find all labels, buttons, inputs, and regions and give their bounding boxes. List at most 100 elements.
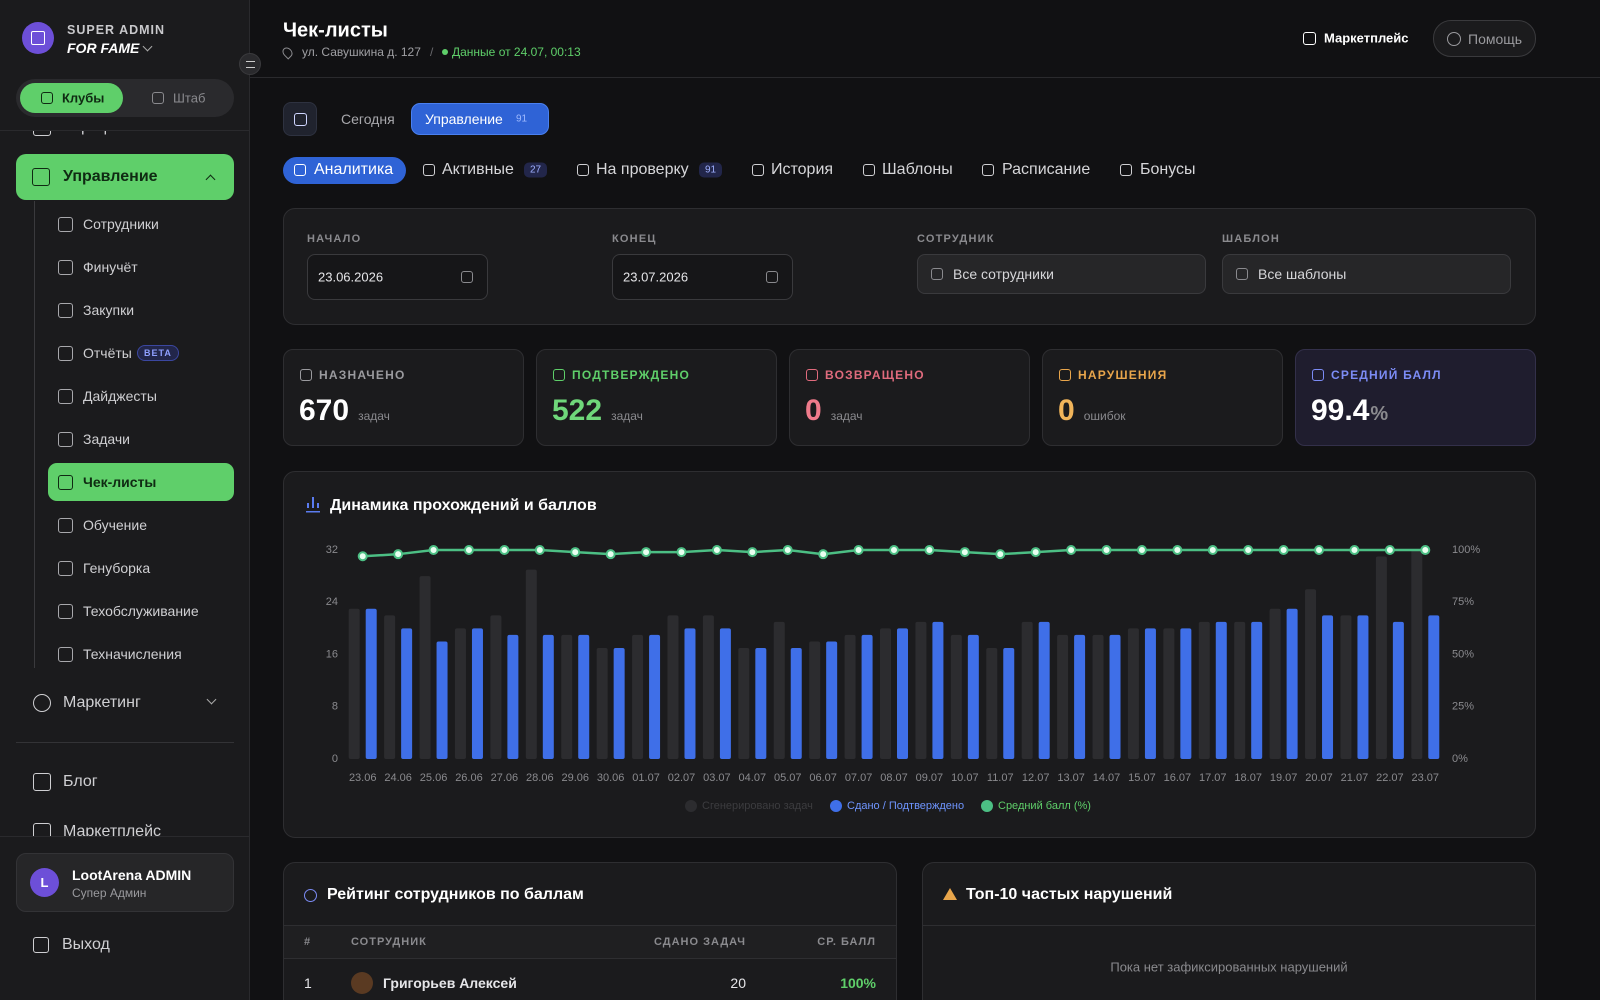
point <box>1066 545 1077 555</box>
brand-avatar <box>22 22 54 54</box>
icon <box>1236 268 1248 280</box>
x-tick-label: 28.06 <box>526 772 554 784</box>
brand[interactable]: FOR FAME <box>67 40 140 56</box>
view-tab-active[interactable]: Управление 91 <box>411 103 549 135</box>
nav-item[interactable]: Тарифы <box>63 131 123 136</box>
select[interactable]: Все сотрудники <box>917 254 1206 294</box>
icon <box>33 823 51 836</box>
x-tick-label: 20.07 <box>1305 772 1333 784</box>
icon <box>31 31 45 45</box>
stat-label: ВОЗВРАЩЕНО <box>825 368 925 382</box>
x-tick-label: 09.07 <box>916 772 944 784</box>
bar <box>613 647 625 759</box>
nav-item[interactable]: Маркетплейс <box>63 823 162 836</box>
x-tick-label: 12.07 <box>1022 772 1050 784</box>
nav-item[interactable]: Обучение <box>83 517 148 533</box>
bar <box>1144 628 1156 759</box>
bar <box>967 634 979 759</box>
tab[interactable]: На проверку <box>596 161 689 178</box>
chart-panel: Динамика прохождений и баллов 0 8 16 24 32 0% 2… <box>283 471 1536 838</box>
bar <box>525 569 537 759</box>
nav-item[interactable]: Финучёт <box>83 259 138 275</box>
bar <box>1251 621 1263 759</box>
point <box>818 549 829 560</box>
tab[interactable]: Бонусы <box>1140 161 1196 178</box>
stat-label: ПОДТВЕРЖДЕНО <box>572 368 690 382</box>
view-tab[interactable]: Сегодня <box>341 111 395 127</box>
tab[interactable]: История <box>771 161 834 178</box>
filter-label: КОНЕЦ <box>612 233 657 245</box>
x-tick-label: 06.07 <box>809 772 837 784</box>
bar <box>649 634 661 759</box>
bar <box>596 647 608 759</box>
x-tick-label: 25.06 <box>420 772 448 784</box>
tab-active[interactable]: Аналитика <box>314 161 394 178</box>
bar <box>667 615 679 759</box>
badge: 91 <box>699 162 723 178</box>
select[interactable]: Все шаблоны <box>1222 254 1511 294</box>
icon <box>58 517 73 533</box>
tab[interactable]: Расписание <box>1002 161 1091 178</box>
bar <box>1305 589 1317 759</box>
bar <box>1003 647 1015 759</box>
bar <box>1357 615 1369 759</box>
y2-tick-label: 0% <box>1452 753 1468 765</box>
icon <box>982 164 994 176</box>
icon <box>294 112 307 126</box>
tab[interactable]: Активные <box>442 161 514 178</box>
tab[interactable]: Шаблоны <box>882 161 953 178</box>
nav-item[interactable]: Маркетинг <box>63 694 141 711</box>
x-tick-label: 29.06 <box>561 772 589 784</box>
nav-group-active[interactable]: Управление <box>16 154 234 200</box>
x-tick-label: 18.07 <box>1234 772 1262 784</box>
collapse-button[interactable] <box>239 53 261 75</box>
nav-item[interactable]: Дайджесты <box>83 388 157 404</box>
icon <box>33 131 51 136</box>
bar <box>1234 621 1246 759</box>
icon <box>58 560 73 576</box>
bar <box>1215 621 1227 759</box>
nav-item[interactable]: Техобслуживание <box>83 603 199 619</box>
bar <box>632 634 644 759</box>
nav-item[interactable]: Чек-листы <box>83 474 157 490</box>
point <box>1030 547 1041 558</box>
x-tick-label: 30.06 <box>597 772 625 784</box>
icon <box>931 268 943 280</box>
x-tick-label: 11.07 <box>987 772 1014 784</box>
nav-item[interactable]: Сотрудники <box>83 216 159 232</box>
empty-state: Пока нет зафиксированных нарушений <box>1110 959 1348 975</box>
filter-label: ШАБЛОН <box>1222 233 1281 245</box>
stat-label: НАРУШЕНИЯ <box>1078 368 1168 382</box>
column-header: # <box>304 936 312 948</box>
date-input[interactable]: 23.07.2026 <box>612 254 793 300</box>
select-value: Все шаблоны <box>1258 266 1347 282</box>
nav-item[interactable]: Задачи <box>83 431 131 447</box>
nav-item[interactable]: Техначисления <box>83 646 182 662</box>
segment-active[interactable]: Клубы <box>20 83 123 113</box>
point <box>676 547 687 558</box>
nav-item[interactable]: Генуборка <box>83 560 151 576</box>
icon <box>752 164 764 176</box>
point <box>641 547 652 558</box>
point <box>711 545 722 555</box>
badge: 27 <box>524 162 548 178</box>
x-tick-label: 23.07 <box>1412 772 1440 784</box>
chart-icon <box>312 497 314 508</box>
bar <box>950 634 962 759</box>
segment-label[interactable]: Штаб <box>173 90 206 106</box>
point <box>747 547 758 558</box>
y-tick-label: 0 <box>332 753 338 765</box>
marketplace-link[interactable]: Маркетплейс <box>1324 30 1409 46</box>
date-input[interactable]: 23.06.2026 <box>307 254 488 300</box>
nav-item[interactable]: Закупки <box>83 302 135 318</box>
y2-tick-label: 50% <box>1452 648 1474 660</box>
nav-item[interactable]: Блог <box>63 773 98 790</box>
help-button[interactable]: Помощь <box>1433 20 1536 57</box>
icon <box>58 431 73 447</box>
logout[interactable]: Выход <box>62 936 110 953</box>
icon <box>766 271 778 283</box>
bar <box>1392 621 1404 759</box>
user-card[interactable]: L LootArena ADMIN Супер Админ <box>16 853 234 912</box>
nav-item[interactable]: Отчёты <box>83 345 132 361</box>
